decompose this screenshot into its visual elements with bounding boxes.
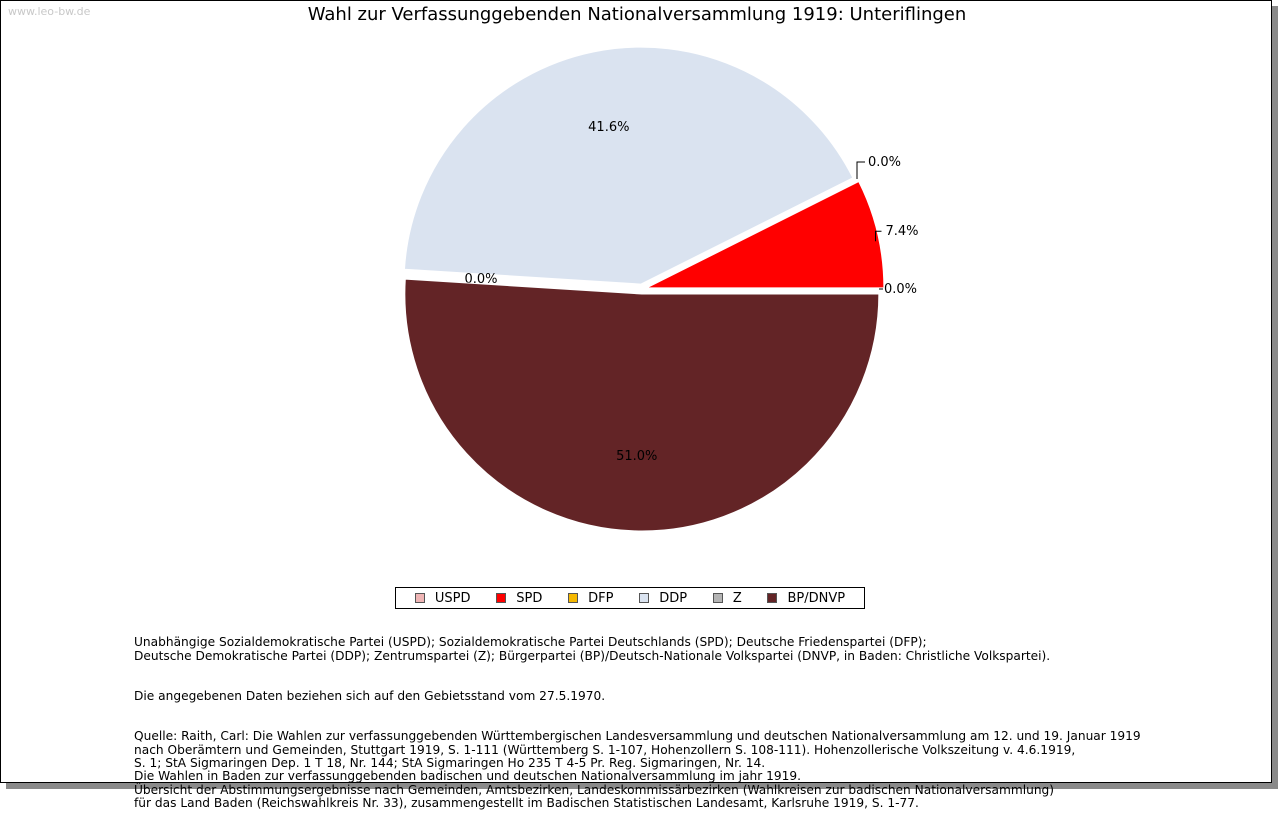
pie-label-ddp: 41.6% — [588, 120, 629, 135]
pie-label-dfp: 0.0% — [868, 155, 901, 170]
legend-label: USPD — [434, 590, 471, 606]
legend-swatch — [496, 593, 507, 603]
legend-swatch — [639, 593, 650, 603]
chart-frame: www.leo-bw.de Wahl zur Verfassunggebende… — [0, 0, 1272, 810]
legend-swatch — [712, 593, 723, 603]
legend-label: DDP — [659, 590, 688, 606]
legend-item-z: Z — [712, 590, 742, 606]
legend-label: Z — [732, 590, 742, 606]
notes-territory: Die angegebenen Daten beziehen sich auf … — [134, 689, 606, 704]
legend-label: SPD — [516, 590, 543, 606]
watermark: www.leo-bw.de — [8, 5, 91, 18]
legend-item-ddp: DDP — [639, 591, 687, 606]
legend-item-bp-dnvp: BP/DNVP — [767, 591, 845, 606]
pie-chart: 0.0%7.4%0.0%41.6%0.0%51.0% — [403, 46, 919, 532]
chart-title: Wahl zur Verfassunggebenden Nationalvers… — [307, 4, 967, 25]
chart-legend: USPD SPD DFP DDP Z BP/DNVP — [395, 587, 865, 609]
pie-slice-spd — [646, 180, 885, 289]
notes-source: Quelle: Raith, Carl: Die Wahlen zur verf… — [134, 729, 1141, 811]
legend-label: DFP — [588, 590, 614, 606]
legend-swatch — [767, 593, 778, 603]
legend-label: BP/DNVP — [787, 590, 846, 606]
pie-slice-bp-dnvp — [404, 278, 880, 532]
pie-label-spd: 7.4% — [885, 224, 918, 239]
legend-item-dfp: DFP — [568, 591, 613, 606]
legend-item-uspd: USPD — [414, 590, 471, 606]
pie-label-uspd: 0.0% — [884, 282, 917, 297]
notes-abbreviations: Unabhängige Sozialdemokratische Partei (… — [134, 635, 1051, 663]
notes: Unabhängige Sozialdemokratische Partei (… — [134, 623, 1234, 824]
pie-leader-line — [874, 230, 882, 242]
legend-swatch — [568, 593, 579, 603]
legend-swatch — [414, 593, 425, 603]
pie-slice-ddp — [403, 46, 854, 285]
legend-item-spd: SPD — [496, 591, 542, 606]
pie-leader-line — [856, 161, 865, 179]
pie-label-bp-dnvp: 51.0% — [616, 449, 657, 464]
